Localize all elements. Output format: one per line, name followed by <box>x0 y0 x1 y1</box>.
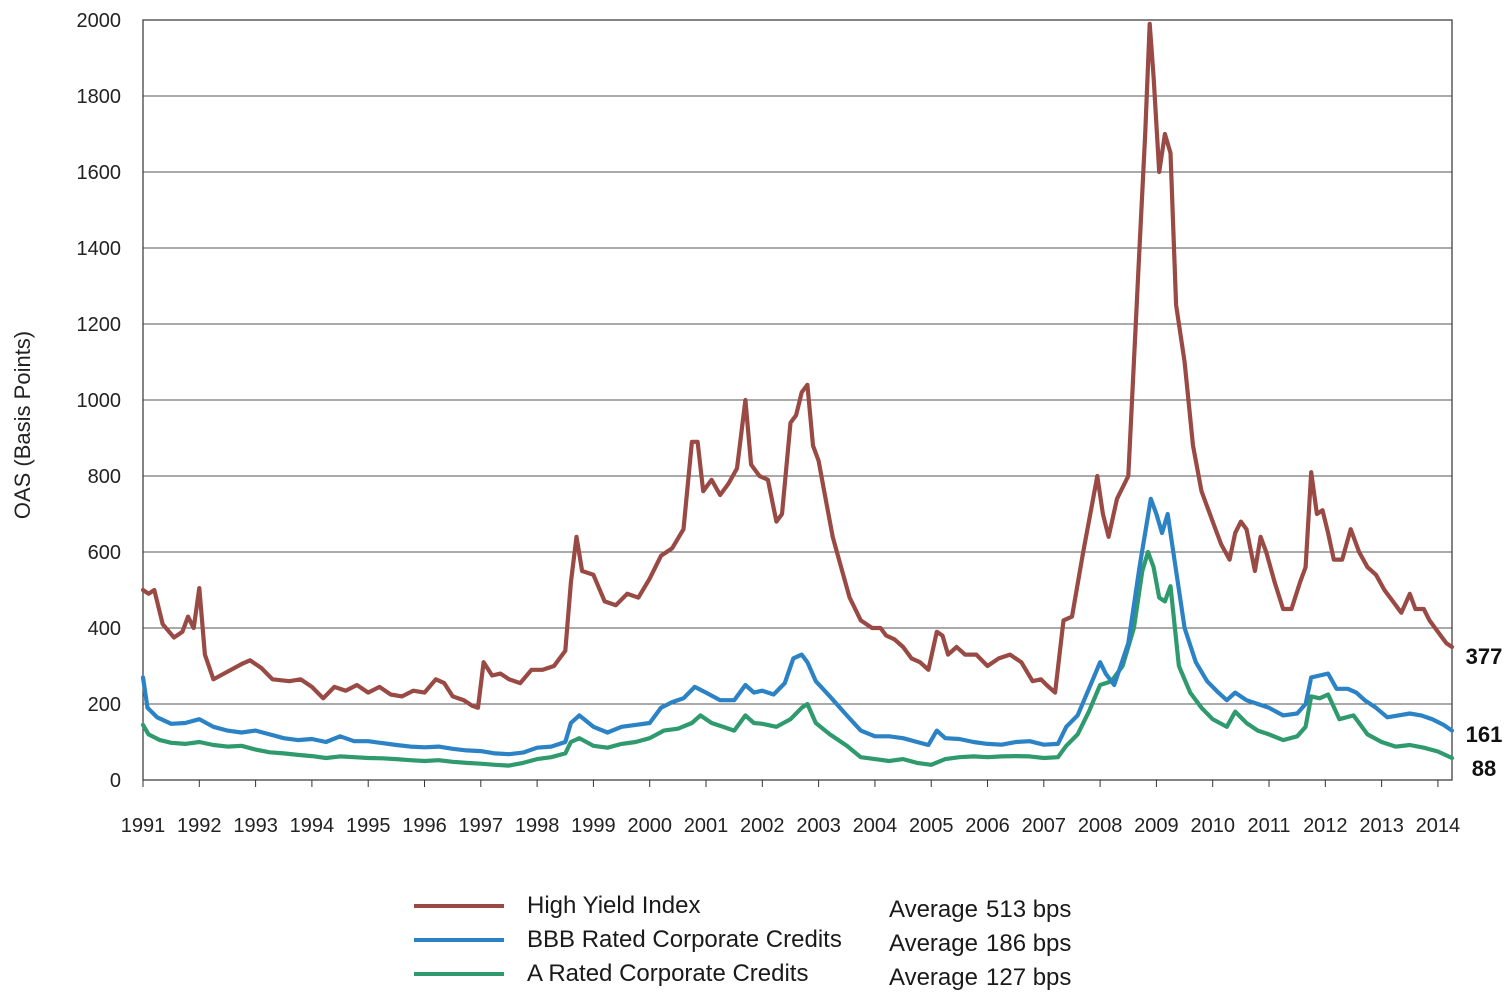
y-tick-label: 1200 <box>77 314 122 336</box>
end-labels: 377 161 88 <box>1466 644 1503 781</box>
x-tick-label: 2000 <box>627 815 672 837</box>
plot-frame <box>142 19 1453 781</box>
x-tick-label: 2002 <box>740 815 785 837</box>
legend-label-a-rated: A Rated Corporate Credits <box>527 960 809 987</box>
y-tick-label: 0 <box>110 770 121 792</box>
x-tick-label: 1992 <box>177 815 222 837</box>
legend-average-word-a-rated: Average <box>889 964 978 991</box>
x-tick-label: 2005 <box>909 815 954 837</box>
legend-average-a-rated: 127 bps <box>986 964 1072 991</box>
x-tick-label: 1996 <box>402 815 447 837</box>
y-tick-label: 1600 <box>77 162 122 184</box>
y-tick-labels: 0 200 400 600 800 1000 1200 1400 1600 1800 2000 <box>77 10 122 792</box>
y-tick-label: 400 <box>88 618 121 640</box>
x-tick-label: 1998 <box>515 815 560 837</box>
legend-item-bbb: BBB Rated Corporate Credits Average 186 … <box>412 924 1112 958</box>
y-axis-label: OAS (Basis Points) <box>10 331 35 519</box>
legend-swatch-bbb <box>414 938 504 942</box>
x-tick-label: 2013 <box>1359 815 1404 837</box>
x-tick-label: 2004 <box>853 815 898 837</box>
x-tick-label: 2003 <box>796 815 841 837</box>
end-label-0: 377 <box>1466 644 1503 669</box>
series-line-2 <box>140 549 1455 768</box>
y-tick-label: 200 <box>88 694 121 716</box>
x-tick-label: 2011 <box>1248 815 1291 837</box>
y-tick-label: 600 <box>88 542 121 564</box>
legend-item-a-rated: A Rated Corporate Credits Average 127 bp… <box>412 958 1112 992</box>
legend-average-word-high-yield: Average <box>889 896 978 923</box>
y-tick-label: 1400 <box>77 238 122 260</box>
x-tick-label: 1993 <box>233 815 278 837</box>
x-tick-label: 2012 <box>1303 815 1348 837</box>
x-tick-label: 2007 <box>1022 815 1067 837</box>
legend: High Yield Index Average 513 bps BBB Rat… <box>412 890 1112 992</box>
legend-average-high-yield: 513 bps <box>986 896 1072 923</box>
y-tick-label: 1800 <box>77 86 122 108</box>
end-label-1: 161 <box>1466 722 1503 747</box>
x-tick-label: 2014 <box>1416 815 1461 837</box>
x-tick-label: 1999 <box>571 815 616 837</box>
y-tick-label: 1000 <box>77 390 122 412</box>
x-tick-label: 2008 <box>1078 815 1123 837</box>
legend-item-high-yield: High Yield Index Average 513 bps <box>412 890 1112 924</box>
legend-swatch-high-yield <box>414 904 504 908</box>
x-tick-label: 1991 <box>121 815 166 837</box>
x-tick-label: 1997 <box>459 815 504 837</box>
y-tick-label: 2000 <box>77 10 122 32</box>
legend-label-high-yield: High Yield Index <box>527 892 701 919</box>
series-line-1 <box>140 496 1455 757</box>
x-tick-label: 2001 <box>684 815 729 837</box>
x-tick-label: 2010 <box>1190 815 1235 837</box>
legend-swatch-a-rated <box>414 972 504 976</box>
x-tick-label: 1994 <box>290 815 335 837</box>
x-tick-label: 1995 <box>346 815 391 837</box>
x-tick-label: 2006 <box>965 815 1010 837</box>
grid-layer <box>142 95 1452 787</box>
series-layer <box>140 21 1455 768</box>
legend-average-word-bbb: Average <box>889 930 978 957</box>
x-tick-label: 2009 <box>1134 815 1179 837</box>
series-line-0 <box>140 21 1455 710</box>
x-tick-labels: 1991 1992 1993 1994 1995 1996 1997 1998 1999 2000… <box>121 815 1460 837</box>
legend-label-bbb: BBB Rated Corporate Credits <box>527 926 842 953</box>
end-label-2: 88 <box>1472 756 1496 781</box>
legend-average-bbb: 186 bps <box>986 930 1072 957</box>
y-tick-label: 800 <box>88 466 121 488</box>
